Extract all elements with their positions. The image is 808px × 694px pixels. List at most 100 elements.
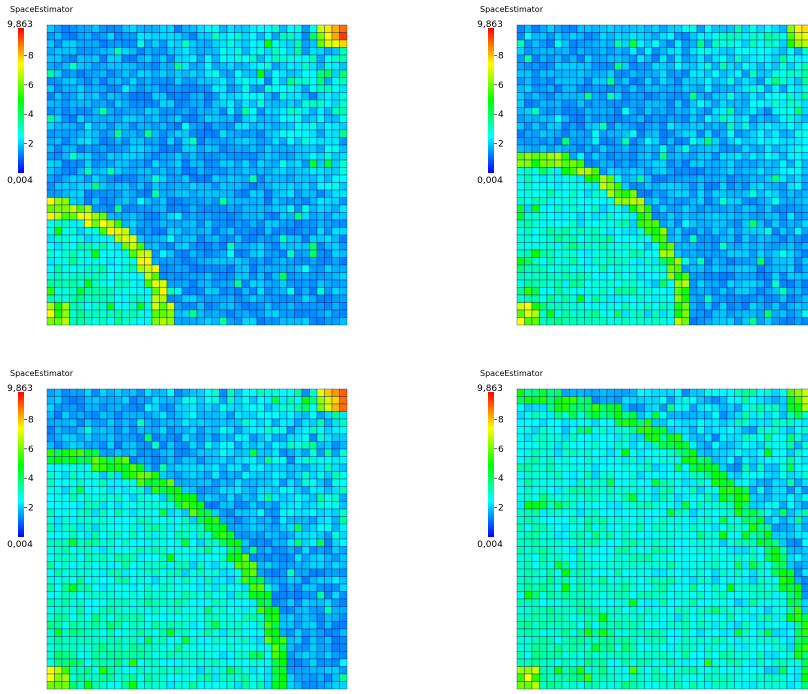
- heatmap-cell: [555, 273, 563, 281]
- heatmap-cell: [340, 524, 348, 532]
- heatmap-cell: [167, 93, 175, 101]
- heatmap-cell: [325, 243, 333, 251]
- heatmap-cell: [235, 183, 243, 191]
- heatmap-cell: [630, 108, 638, 116]
- heatmap-cell: [167, 457, 175, 465]
- heatmap-cell: [340, 667, 348, 675]
- heatmap-cell: [62, 25, 70, 33]
- heatmap-cell: [302, 389, 310, 397]
- heatmap-cell: [152, 487, 160, 495]
- heatmap-cell: [795, 48, 803, 56]
- colorbar: [18, 28, 24, 173]
- heatmap-cell: [62, 637, 70, 645]
- heatmap-cell: [317, 652, 325, 660]
- heatmap-cell: [145, 652, 153, 660]
- heatmap-cell: [325, 55, 333, 63]
- heatmap-cell: [765, 310, 773, 318]
- heatmap-cell: [607, 48, 615, 56]
- heatmap-cell: [272, 63, 280, 71]
- heatmap-cell: [757, 138, 765, 146]
- heatmap-cell: [765, 190, 773, 198]
- heatmap-cell: [220, 108, 228, 116]
- heatmap-cell: [272, 153, 280, 161]
- heatmap-cell: [287, 108, 295, 116]
- heatmap-cell: [622, 55, 630, 63]
- heatmap-cell: [607, 265, 615, 273]
- heatmap-cell: [85, 472, 93, 480]
- heatmap-cell: [780, 145, 788, 153]
- heatmap-cell: [77, 457, 85, 465]
- heatmap-cell: [310, 659, 318, 667]
- heatmap-cell: [100, 273, 108, 281]
- heatmap-cell: [152, 637, 160, 645]
- heatmap-cell: [652, 258, 660, 266]
- heatmap-cell: [592, 397, 600, 405]
- heatmap-cell: [317, 599, 325, 607]
- heatmap-cell: [585, 310, 593, 318]
- heatmap-cell: [190, 288, 198, 296]
- heatmap-cell: [227, 517, 235, 525]
- heatmap-cell: [205, 160, 213, 168]
- heatmap-cell: [107, 190, 115, 198]
- heatmap-cell: [287, 614, 295, 622]
- heatmap-cell: [660, 40, 668, 48]
- heatmap-cell: [310, 100, 318, 108]
- heatmap-cell: [517, 220, 525, 228]
- heatmap-cell: [62, 397, 70, 405]
- heatmap-cell: [570, 33, 578, 41]
- heatmap-cell: [130, 48, 138, 56]
- heatmap-cell: [562, 310, 570, 318]
- heatmap-cell: [302, 78, 310, 86]
- heatmap-cell: [727, 397, 735, 405]
- heatmap-cell: [570, 318, 578, 326]
- heatmap-cell: [757, 265, 765, 273]
- heatmap-cell: [780, 250, 788, 258]
- heatmap-cell: [227, 100, 235, 108]
- heatmap-cell: [750, 168, 758, 176]
- heatmap-cell: [85, 243, 93, 251]
- heatmap-cell: [645, 273, 653, 281]
- heatmap-cell: [607, 228, 615, 236]
- heatmap-cell: [757, 85, 765, 93]
- heatmap-cell: [167, 130, 175, 138]
- heatmap-cell: [122, 427, 130, 435]
- heatmap-cell: [70, 258, 78, 266]
- heatmap-cell: [682, 25, 690, 33]
- heatmap-cell: [317, 318, 325, 326]
- heatmap-cell: [607, 70, 615, 78]
- heatmap-cell: [205, 25, 213, 33]
- heatmap-cell: [85, 449, 93, 457]
- heatmap-cell: [287, 539, 295, 547]
- heatmap-cell: [325, 487, 333, 495]
- heatmap-cell: [227, 33, 235, 41]
- heatmap-cell: [182, 674, 190, 682]
- heatmap-cell: [137, 562, 145, 570]
- heatmap-cell: [92, 584, 100, 592]
- heatmap-cell: [310, 427, 318, 435]
- heatmap-cell: [130, 442, 138, 450]
- heatmap-cell: [137, 153, 145, 161]
- heatmap-cell: [107, 389, 115, 397]
- heatmap-cell: [652, 55, 660, 63]
- heatmap-cell: [70, 509, 78, 517]
- heatmap-cell: [235, 622, 243, 630]
- heatmap-cell: [765, 243, 773, 251]
- heatmap-cell: [145, 265, 153, 273]
- heatmap-cell: [122, 175, 130, 183]
- heatmap-cell: [62, 288, 70, 296]
- heatmap-cell: [757, 115, 765, 123]
- heatmap-cell: [332, 614, 340, 622]
- heatmap-cell: [615, 235, 623, 243]
- heatmap-cell: [287, 667, 295, 675]
- heatmap-cell: [190, 85, 198, 93]
- heatmap-cell: [525, 310, 533, 318]
- heatmap-cell: [325, 63, 333, 71]
- heatmap-cell: [772, 404, 780, 412]
- heatmap-cell: [130, 175, 138, 183]
- heatmap-cell: [555, 243, 563, 251]
- heatmap-cell: [727, 190, 735, 198]
- heatmap-cell: [137, 479, 145, 487]
- heatmap-cell: [720, 397, 728, 405]
- heatmap-cell: [190, 524, 198, 532]
- heatmap-cell: [220, 404, 228, 412]
